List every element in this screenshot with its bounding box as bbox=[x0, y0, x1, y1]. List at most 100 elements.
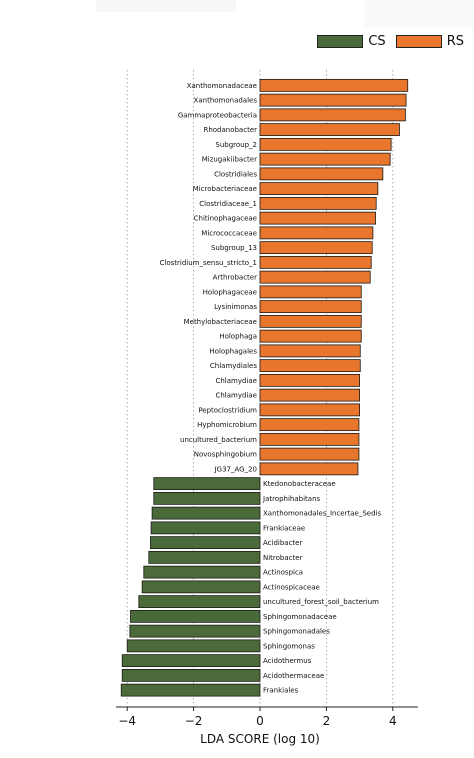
legend: CS RS bbox=[307, 34, 464, 49]
bar bbox=[259, 255, 372, 269]
bar bbox=[120, 683, 261, 697]
bar-label: Xanthomonadales bbox=[194, 97, 258, 105]
bar bbox=[259, 373, 360, 387]
bar-label: Lysinimonas bbox=[214, 303, 257, 311]
bar-label: Chitinophagaceae bbox=[194, 215, 257, 223]
bar bbox=[259, 344, 361, 358]
bar-label: Subgroup_2 bbox=[215, 141, 257, 149]
bar-label: Xanthomonadales_Incertae_Sedis bbox=[263, 510, 381, 518]
bar-label: Nitrobacter bbox=[263, 554, 303, 562]
bar-label: Chlamydiae bbox=[215, 377, 257, 385]
bar-label: Acidothermus bbox=[263, 657, 312, 665]
bar-label: Xanthomonadaceae bbox=[187, 82, 257, 90]
bar-label: JG37_AG_20 bbox=[214, 465, 257, 473]
bar-label: Gammaproteobacteria bbox=[178, 111, 257, 119]
bar-label: uncultured_forest_soil_bacterium bbox=[263, 598, 379, 606]
bar-label: Clostridium_sensu_stricto_1 bbox=[160, 259, 258, 267]
x-tick-label: −4 bbox=[118, 714, 136, 728]
bar bbox=[259, 447, 360, 461]
bar-label: Actinospica bbox=[263, 569, 303, 577]
bar-label: uncultured_bacterium bbox=[180, 436, 257, 444]
bar bbox=[259, 462, 359, 476]
bar-label: Acidibacter bbox=[263, 539, 302, 547]
bar-label: Actinospicaceae bbox=[263, 583, 320, 591]
bar-label: Sphingomonadaceae bbox=[263, 613, 337, 621]
x-tick-label: −2 bbox=[185, 714, 203, 728]
bar-label: Holophagales bbox=[209, 347, 257, 355]
bar-label: Sphingomonas bbox=[263, 642, 315, 650]
bar bbox=[259, 108, 406, 122]
bar bbox=[121, 668, 261, 682]
bar-label: Holophaga bbox=[219, 333, 257, 341]
bar bbox=[151, 506, 261, 520]
bar-label: Acidothermaceae bbox=[263, 672, 324, 680]
x-tick-label: 0 bbox=[256, 714, 264, 728]
bar bbox=[259, 167, 384, 181]
bar bbox=[259, 270, 371, 284]
top-strip bbox=[96, 0, 236, 12]
bar-label: Clostridiales bbox=[214, 170, 257, 178]
bar-label: Ktedonobacteraceae bbox=[263, 480, 336, 488]
bar bbox=[259, 196, 377, 210]
bar bbox=[259, 359, 361, 373]
bar-label: Rhodanobacter bbox=[203, 126, 257, 134]
bar bbox=[148, 550, 261, 564]
bar bbox=[259, 93, 407, 107]
bar bbox=[259, 137, 392, 151]
legend-item-cs: CS bbox=[317, 34, 386, 49]
bar bbox=[130, 609, 261, 623]
bar bbox=[150, 536, 261, 550]
bar-label: Sphingomonadales bbox=[263, 628, 330, 636]
bar-label: Arthrobacter bbox=[213, 274, 257, 282]
bar bbox=[153, 491, 261, 505]
bar bbox=[259, 403, 360, 417]
bar-label: Frankiales bbox=[263, 687, 299, 695]
bar bbox=[259, 211, 376, 225]
bar bbox=[259, 285, 362, 299]
bar bbox=[259, 432, 360, 446]
bar bbox=[143, 565, 261, 579]
bar bbox=[259, 314, 362, 328]
bar bbox=[141, 580, 261, 594]
bar-label: Frankiaceae bbox=[263, 524, 305, 532]
x-tick-label: 2 bbox=[323, 714, 331, 728]
bar bbox=[259, 241, 373, 255]
bar-label: Clostridiaceae_1 bbox=[199, 200, 257, 208]
legend-label-rs: RS bbox=[446, 34, 464, 49]
bar bbox=[259, 78, 409, 92]
bar bbox=[259, 226, 374, 240]
x-axis-label: LDA SCORE (log 10) bbox=[200, 732, 320, 746]
legend-label-cs: CS bbox=[368, 34, 386, 49]
bar-label: Holophagaceae bbox=[203, 288, 257, 296]
legend-item-rs: RS bbox=[395, 34, 464, 49]
bar bbox=[259, 182, 379, 196]
bar bbox=[259, 152, 391, 166]
bar bbox=[259, 418, 360, 432]
bar-label: Mizugakiibacter bbox=[202, 156, 257, 164]
bar-label: Novosphingobium bbox=[194, 451, 257, 459]
bar-label: Hyphomicrobium bbox=[197, 421, 257, 429]
bar bbox=[259, 123, 400, 137]
legend-swatch-rs bbox=[395, 35, 442, 48]
bar-label: Micrococcaceae bbox=[201, 229, 257, 237]
bar bbox=[121, 654, 261, 668]
bar-label: Chlamydiae bbox=[215, 392, 257, 400]
bar bbox=[129, 624, 261, 638]
bar bbox=[150, 521, 261, 535]
bar-label: Jatrophihabitans bbox=[262, 495, 321, 503]
top-right-strip bbox=[364, 0, 474, 28]
legend-swatch-cs bbox=[317, 35, 364, 48]
x-tick-label: 4 bbox=[389, 714, 397, 728]
bar-label: Methylobacteriaceae bbox=[184, 318, 257, 326]
bar-label: Peptoclostridium bbox=[198, 406, 257, 414]
bar bbox=[259, 300, 362, 314]
bar-label: Microbacteriaceae bbox=[193, 185, 257, 193]
bar bbox=[259, 388, 360, 402]
bar bbox=[153, 477, 261, 491]
bar bbox=[126, 639, 261, 653]
bar bbox=[259, 329, 362, 343]
bar-label: Chlamydiales bbox=[210, 362, 257, 370]
bar-label: Subgroup_13 bbox=[211, 244, 257, 252]
bar bbox=[138, 595, 261, 609]
